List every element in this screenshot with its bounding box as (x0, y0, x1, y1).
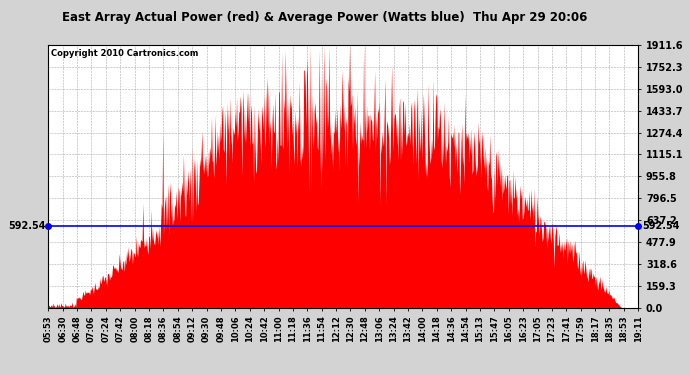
Text: Copyright 2010 Cartronics.com: Copyright 2010 Cartronics.com (51, 49, 199, 58)
Text: 592.54: 592.54 (642, 221, 680, 231)
Text: East Array Actual Power (red) & Average Power (Watts blue)  Thu Apr 29 20:06: East Array Actual Power (red) & Average … (61, 11, 587, 24)
Text: 592.54: 592.54 (8, 221, 46, 231)
